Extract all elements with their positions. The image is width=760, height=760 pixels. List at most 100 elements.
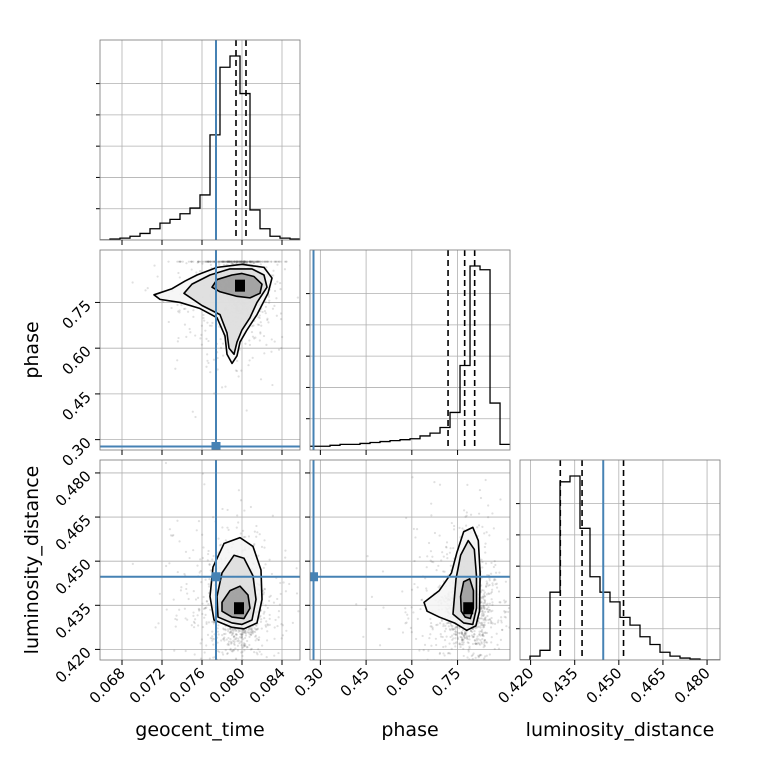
density-geocent-time-vs-phase-sample-point [265,260,268,263]
density-geocent-time-vs-luminosity-distance-sample-point [201,533,204,536]
density-geocent-time-vs-luminosity-distance-sample-point [224,629,227,632]
density-geocent-time-vs-phase-sample-point [223,260,226,263]
density-geocent-time-vs-phase-sample-point [207,260,210,263]
density-geocent-time-vs-luminosity-distance-sample-point [207,549,210,553]
density-geocent-time-vs-luminosity-distance-sample-point [226,526,229,529]
density-geocent-time-vs-luminosity-distance-sample-point [279,592,282,596]
density-geocent-time-vs-phase-sample-point [260,324,263,327]
density-geocent-time-vs-luminosity-distance-truth-marker [211,572,221,582]
density-phase-vs-luminosity-distance-sample-point [478,643,482,646]
density-geocent-time-vs-luminosity-distance-sample-point [237,630,240,633]
density-phase-vs-luminosity-distance-sample-point [472,635,475,638]
density-phase-vs-luminosity-distance-sample-point [503,610,506,613]
density-phase-vs-luminosity-distance-sample-point [446,652,450,655]
density-geocent-time-vs-phase-sample-point [278,260,281,263]
density-phase-vs-luminosity-distance-sample-point [471,636,475,639]
density-geocent-time-vs-luminosity-distance-sample-point [265,655,268,659]
density-geocent-time-vs-phase-sample-point [261,310,264,314]
density-geocent-time-vs-luminosity-distance-sample-point [212,656,215,659]
density-phase-vs-luminosity-distance-sample-point [496,621,499,624]
density-phase-vs-luminosity-distance-sample-point [480,596,483,599]
density-geocent-time-vs-luminosity-distance-sample-point [281,634,285,637]
density-geocent-time-vs-luminosity-distance-sample-point [175,618,179,621]
density-geocent-time-vs-luminosity-distance-sample-point [268,623,271,627]
density-geocent-time-vs-luminosity-distance-sample-point [263,546,266,549]
density-geocent-time-vs-phase-sample-point [237,260,241,263]
density-geocent-time-vs-phase-sample-point [277,348,281,351]
density-phase-vs-luminosity-distance-sample-point [449,623,453,626]
density-phase-vs-luminosity-distance-sample-point [480,607,483,610]
density-geocent-time-vs-phase-sample-point [194,334,197,337]
density-phase-vs-luminosity-distance-sample-point [445,546,448,549]
density-geocent-time-vs-phase-sample-point [251,260,254,263]
density-geocent-time-vs-luminosity-distance-sample-point [236,640,239,643]
density-geocent-time-vs-phase-sample-point [276,263,279,266]
density-phase-vs-luminosity-distance-sample-point [481,637,484,641]
density-phase-vs-luminosity-distance-sample-point [488,618,492,621]
density-phase-vs-luminosity-distance-sample-point [477,512,481,515]
density-geocent-time-vs-phase-sample-point [250,330,254,334]
density-geocent-time-vs-phase-sample-point [188,327,191,331]
density-geocent-time-vs-luminosity-distance-sample-point [214,680,216,682]
density-geocent-time-vs-luminosity-distance-sample-point [213,620,216,624]
density-phase-vs-luminosity-distance-sample-point [425,566,428,569]
density-phase-vs-luminosity-distance-sample-point [442,624,445,628]
density-phase-vs-luminosity-distance-sample-point [453,633,456,636]
density-geocent-time-vs-luminosity-distance-sample-point [281,624,284,627]
density-geocent-time-vs-phase-sample-point [256,260,259,263]
density-phase-vs-luminosity-distance-sample-point [410,588,414,591]
density-phase-vs-luminosity-distance-sample-point [491,622,494,625]
density-geocent-time-vs-luminosity-distance-sample-point [202,595,205,599]
density-geocent-time-vs-phase-sample-point [235,260,238,263]
density-geocent-time-vs-luminosity-distance-sample-point [198,660,200,662]
density-phase-vs-luminosity-distance-sample-point [491,582,494,585]
density-phase-vs-luminosity-distance-sample-point [452,627,455,631]
density-geocent-time-vs-phase-sample-point [259,332,262,335]
density-geocent-time-vs-phase-sample-point [258,339,261,342]
density-phase-vs-luminosity-distance-sample-point [460,643,464,646]
density-geocent-time-vs-phase-sample-point [257,260,260,263]
density-phase-vs-luminosity-distance-sample-point [481,623,484,626]
density-phase-vs-luminosity-distance-sample-point [485,631,489,635]
density-geocent-time-vs-phase-sample-point [230,260,234,263]
density-geocent-time-vs-luminosity-distance-sample-point [208,578,211,581]
density-phase-vs-luminosity-distance-sample-point [442,645,445,649]
density-phase-vs-luminosity-distance-sample-point [475,642,479,645]
density-geocent-time-vs-luminosity-distance-sample-point [238,635,242,639]
density-phase-vs-luminosity-distance-sample-point [463,634,466,637]
density-geocent-time-vs-phase-sample-point [246,260,249,263]
density-geocent-time-vs-luminosity-distance-sample-point [260,618,263,621]
density-geocent-time-vs-phase-sample-point [243,260,247,263]
density-geocent-time-vs-phase-sample-point [243,260,246,263]
density-geocent-time-vs-luminosity-distance-sample-point [268,617,271,620]
density-geocent-time-vs-phase-sample-point [203,319,206,322]
density-geocent-time-vs-luminosity-distance-sample-point [260,627,263,630]
density-geocent-time-vs-luminosity-distance-sample-point [229,631,232,634]
density-phase-vs-luminosity-distance-sample-point [471,687,473,689]
density-geocent-time-vs-luminosity-distance-sample-point [178,608,181,611]
density-geocent-time-vs-luminosity-distance-sample-point [235,633,238,636]
density-geocent-time-vs-luminosity-distance-sample-point [260,653,263,656]
density-geocent-time-vs-luminosity-distance-sample-point [216,630,219,633]
density-geocent-time-vs-phase-sample-point [228,260,231,263]
density-phase-vs-luminosity-distance-sample-point [435,673,437,675]
density-geocent-time-vs-luminosity-distance-sample-point [232,649,236,652]
density-geocent-time-vs-luminosity-distance-sample-point [193,621,196,625]
density-phase-vs-luminosity-distance-sample-point [449,547,452,550]
density-phase-vs-luminosity-distance-sample-point [487,516,490,519]
density-geocent-time-vs-luminosity-distance-sample-point [165,564,168,568]
density-geocent-time-vs-phase-sample-point [235,260,238,263]
density-geocent-time-vs-luminosity-distance-sample-point [226,643,229,646]
density-phase-vs-luminosity-distance-sample-point [464,634,467,637]
density-phase-vs-luminosity-distance-sample-point [443,630,447,633]
density-geocent-time-vs-luminosity-distance-sample-point [233,643,236,646]
density-phase-vs-luminosity-distance-sample-point [444,645,447,648]
density-geocent-time-vs-luminosity-distance-sample-point [259,620,263,623]
density-geocent-time-vs-phase-frame [99,249,301,451]
density-geocent-time-vs-phase-sample-point [218,260,221,263]
density-phase-vs-luminosity-distance-sample-point [483,606,486,609]
density-geocent-time-vs-luminosity-distance-sample-point [244,632,248,635]
density-phase-vs-luminosity-distance-sample-point [475,637,478,640]
density-geocent-time-vs-phase-sample-point [285,260,288,263]
density-geocent-time-vs-luminosity-distance-sample-point [240,633,243,637]
